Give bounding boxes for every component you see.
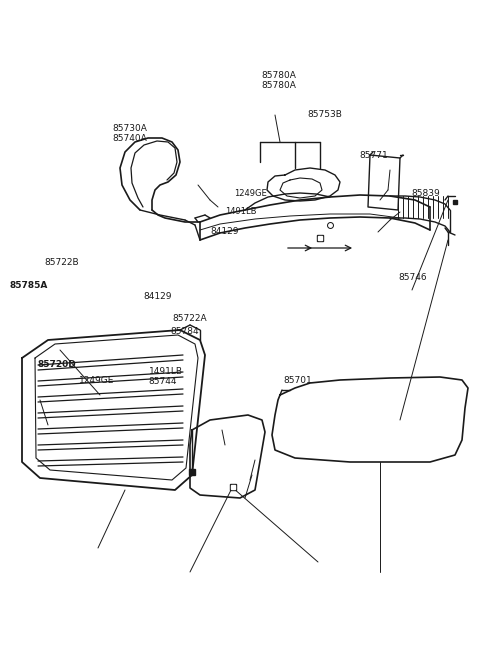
Text: 85785A: 85785A [10, 281, 48, 290]
Text: 1249GE: 1249GE [234, 189, 267, 198]
Text: 85784: 85784 [170, 327, 199, 336]
Text: 1491LB
85744: 1491LB 85744 [149, 367, 183, 386]
Text: 85780A
85780A: 85780A 85780A [261, 71, 296, 91]
Text: 85746: 85746 [398, 273, 427, 282]
Text: 85839: 85839 [412, 189, 441, 198]
Text: 85771: 85771 [359, 151, 388, 160]
Text: 85730A
85740A: 85730A 85740A [112, 124, 147, 143]
Text: 1491LB: 1491LB [225, 207, 256, 216]
Text: 85720D: 85720D [37, 360, 76, 369]
Text: 85722B: 85722B [44, 258, 79, 267]
Text: 1249GE: 1249GE [79, 376, 115, 385]
Text: 85753B: 85753B [307, 110, 342, 120]
Text: 84129: 84129 [210, 227, 239, 236]
Text: 85701: 85701 [283, 376, 312, 385]
Text: 85722A: 85722A [173, 314, 207, 323]
Text: 84129: 84129 [143, 292, 171, 302]
